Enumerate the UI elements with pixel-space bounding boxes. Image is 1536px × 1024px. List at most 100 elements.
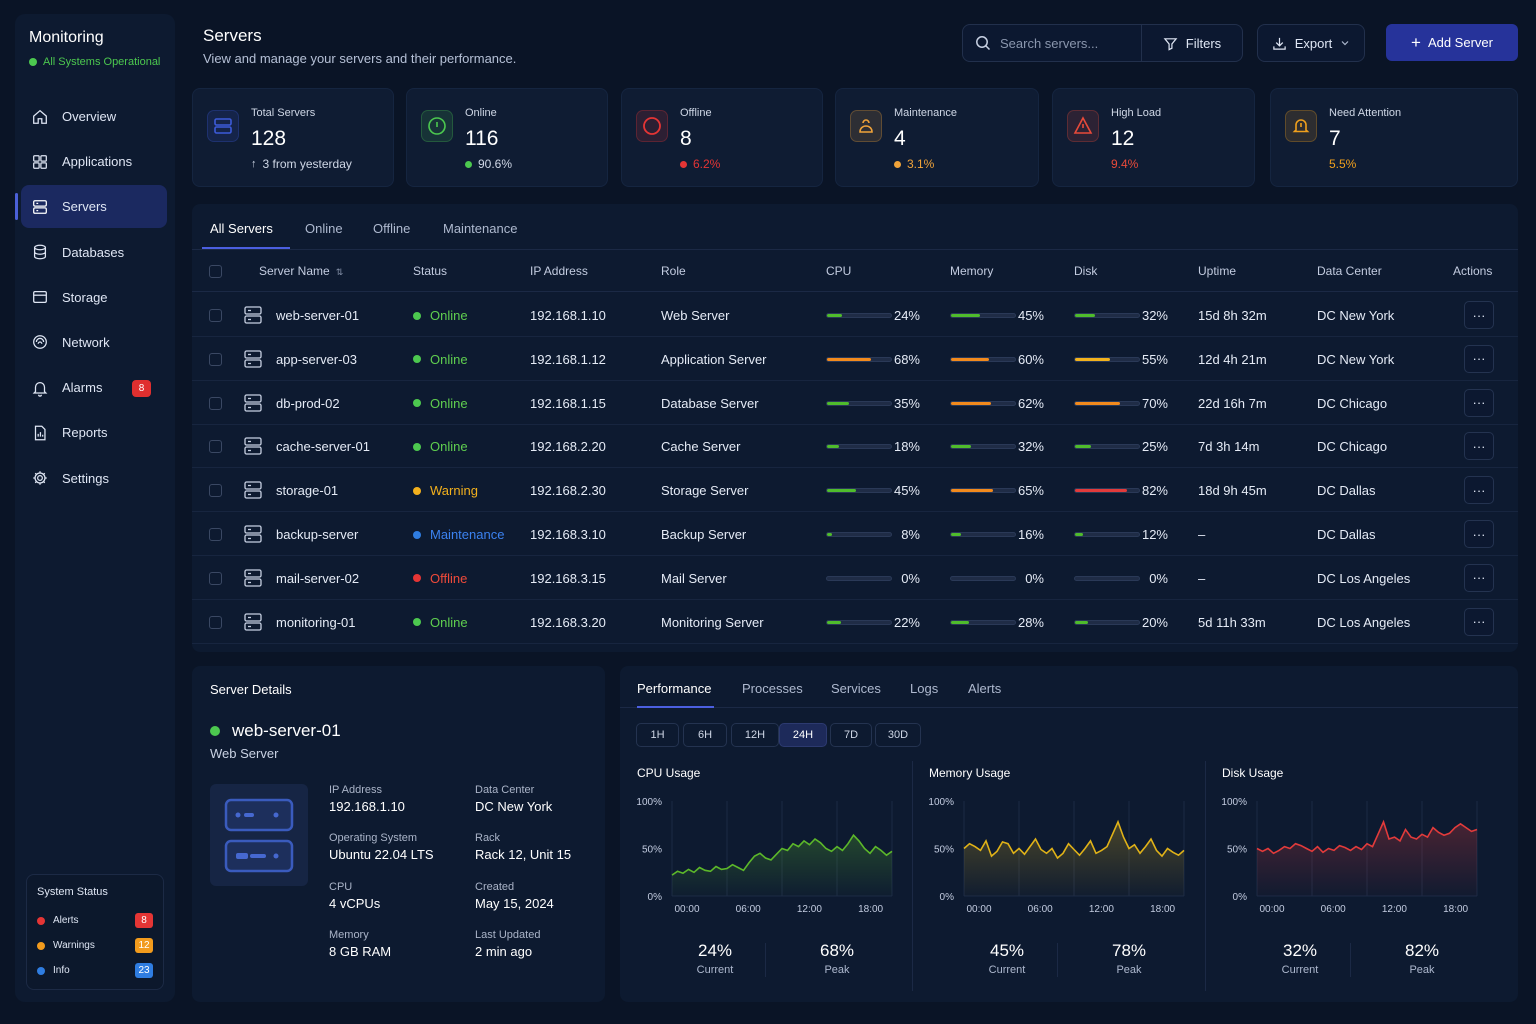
sidebar-item-label: Databases xyxy=(62,244,125,260)
sidebar-item-storage[interactable]: Storage xyxy=(21,276,167,319)
row-actions-button[interactable]: ··· xyxy=(1464,607,1494,636)
row-actions-button[interactable]: ··· xyxy=(1464,563,1494,592)
disk-usage-percent: 82% xyxy=(1141,483,1168,499)
table-row[interactable]: backup-server Maintenance 192.168.3.10 Back… xyxy=(192,512,1518,556)
export-button[interactable]: Export xyxy=(1257,24,1365,62)
sidebar-item-overview[interactable]: Overview xyxy=(21,95,167,138)
table-row[interactable]: mail-server-02 Offline 192.168.3.15 Mail Se… xyxy=(192,556,1518,600)
tab-all-servers[interactable]: All Servers xyxy=(210,221,273,236)
tab-alerts[interactable]: Alerts xyxy=(968,681,1002,696)
server-name[interactable]: db-prod-02 xyxy=(276,395,340,411)
server-name[interactable]: app-server-03 xyxy=(276,351,357,367)
range-1h[interactable]: 1H xyxy=(636,723,679,747)
row-actions-button[interactable]: ··· xyxy=(1464,476,1494,505)
table-row[interactable]: cache-server-01 Online 192.168.2.20 Cache S… xyxy=(192,424,1518,469)
tab-logs[interactable]: Logs xyxy=(910,681,939,696)
server-role: Cache Server xyxy=(661,439,741,455)
tab-processes[interactable]: Processes xyxy=(742,681,803,696)
sidebar-item-reports[interactable]: Reports xyxy=(21,411,167,454)
cpu-usage-fill xyxy=(827,401,850,405)
server-icon xyxy=(244,612,262,631)
server-name[interactable]: storage-01 xyxy=(276,483,339,499)
offline-icon xyxy=(636,110,668,142)
stat-label: Online xyxy=(465,107,497,119)
tab-online[interactable]: Online xyxy=(305,221,343,236)
current-label: Current xyxy=(696,964,734,976)
sidebar-item-alarms[interactable]: Alarms 8 xyxy=(21,366,167,409)
select-all-checkbox[interactable] xyxy=(209,265,222,278)
chart-cpu-usage: CPU Usage 100% 50% 0% 00:00 06:00 12:00 18:00 24… xyxy=(620,761,900,1001)
tab-services[interactable]: Services xyxy=(831,681,881,696)
range-12h[interactable]: 12H xyxy=(731,723,779,747)
sort-icon[interactable]: ⇅ xyxy=(335,267,344,277)
y-tick-label: 0% xyxy=(940,892,955,903)
detail-field-memory: Memory 8 GB RAM xyxy=(329,929,391,959)
table-row[interactable]: app-server-03 Online 192.168.1.12 Applicati… xyxy=(192,337,1518,381)
add-server-label: Add Server xyxy=(1427,35,1493,50)
row-actions-button[interactable]: ··· xyxy=(1464,432,1494,461)
row-checkbox[interactable] xyxy=(209,440,222,454)
row-checkbox[interactable] xyxy=(209,484,222,498)
x-tick-label: 18:00 xyxy=(858,904,883,915)
detail-field-operating-system: Operating System Ubuntu 22.04 LTS xyxy=(329,832,434,862)
row-checkbox[interactable] xyxy=(209,309,222,322)
disk-usage-bar xyxy=(1074,532,1140,537)
peak-value-block: 68% Peak xyxy=(792,941,882,976)
tab-maintenance[interactable]: Maintenance xyxy=(443,221,518,236)
add-server-button[interactable]: + Add Server xyxy=(1386,24,1518,61)
sidebar-item-label: Applications xyxy=(62,154,133,170)
page-title: Servers xyxy=(203,26,262,45)
ip-address: 192.168.1.10 xyxy=(530,308,606,323)
tab-performance[interactable]: Performance xyxy=(637,681,712,696)
stat-card-maintenance: Maintenance 4 3.1% xyxy=(835,88,1039,187)
range-7d[interactable]: 7D xyxy=(830,723,872,747)
stat-label: Maintenance xyxy=(894,107,957,119)
search-input[interactable]: Search servers... xyxy=(962,24,1142,62)
disk-usage-percent: 55% xyxy=(1141,351,1168,367)
table-row[interactable]: storage-01 Warning 192.168.2.30 Storage Ser… xyxy=(192,468,1518,513)
sidebar-item-applications[interactable]: Applications xyxy=(21,140,167,183)
stat-sub-value: 6.2% xyxy=(693,157,721,171)
mem-usage-fill xyxy=(951,357,990,361)
table-row[interactable]: web-server-01 Online 192.168.1.10 Web Serve… xyxy=(192,293,1518,337)
cpu-usage-percent: 24% xyxy=(893,308,920,323)
server-name[interactable]: backup-server xyxy=(276,527,359,542)
sidebar-item-network[interactable]: Network xyxy=(21,321,167,364)
column-header-ip-address: IP Address xyxy=(530,264,588,278)
row-checkbox[interactable] xyxy=(209,396,222,410)
range-24h[interactable]: 24H xyxy=(779,723,827,747)
sidebar-item-databases[interactable]: Databases xyxy=(21,231,167,274)
row-actions-button[interactable]: ··· xyxy=(1464,520,1494,548)
server-icon xyxy=(244,569,262,587)
row-checkbox[interactable] xyxy=(209,352,222,366)
row-checkbox[interactable] xyxy=(209,571,222,585)
stat-card-total-servers: Total Servers 128 ↑ 3 from yesterday xyxy=(192,88,394,187)
range-6h[interactable]: 6H xyxy=(683,723,727,747)
table-row[interactable]: db-prod-02 Online 192.168.1.15 Database Ser… xyxy=(192,381,1518,425)
table-row[interactable]: monitoring-01 Online 192.168.3.20 Monitorin… xyxy=(192,600,1518,644)
server-name[interactable]: cache-server-01 xyxy=(276,439,370,455)
column-header-server-name[interactable]: Server Name ⇅ xyxy=(259,264,343,278)
mem-usage-percent: 16% xyxy=(1017,527,1044,542)
mem-usage-bar xyxy=(950,575,1016,581)
server-name[interactable]: web-server-01 xyxy=(276,308,360,323)
filters-button[interactable]: Filters xyxy=(1142,24,1243,62)
row-actions-button[interactable]: ··· xyxy=(1464,301,1494,329)
row-actions-button[interactable]: ··· xyxy=(1464,344,1494,373)
server-name[interactable]: monitoring-01 xyxy=(276,614,356,630)
status-dot xyxy=(37,916,45,925)
stat-card-online: Online 116 90.6% xyxy=(406,88,608,187)
sidebar-item-servers[interactable]: Servers xyxy=(15,185,167,229)
server-name[interactable]: mail-server-02 xyxy=(276,570,360,586)
row-checkbox[interactable] xyxy=(209,528,222,541)
filter-icon xyxy=(1163,37,1178,51)
uptime: 12d 4h 21m xyxy=(1198,351,1267,367)
tab-offline[interactable]: Offline xyxy=(373,221,411,236)
sidebar-item-settings[interactable]: Settings xyxy=(21,457,167,500)
row-checkbox[interactable] xyxy=(209,615,222,629)
row-actions-button[interactable]: ··· xyxy=(1464,388,1494,417)
range-30d[interactable]: 30D xyxy=(875,723,921,747)
disk-usage-percent: 32% xyxy=(1141,308,1168,323)
stat-value: 116 xyxy=(465,127,499,150)
server-stack-icon xyxy=(207,110,239,142)
